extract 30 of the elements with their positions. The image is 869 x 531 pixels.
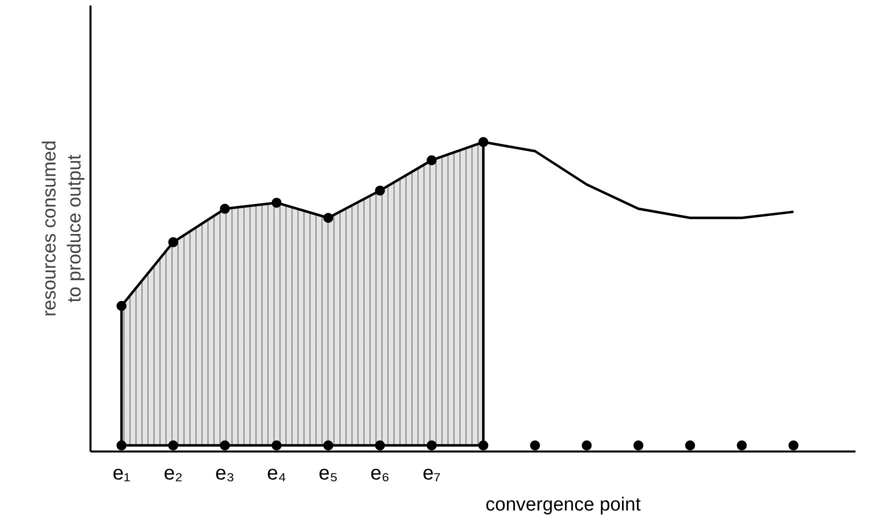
point: [374, 440, 385, 450]
point: [788, 440, 798, 450]
point: [426, 155, 437, 166]
x-tick-label: e₅: [318, 462, 338, 484]
point: [272, 440, 282, 450]
y-axis-title: resources consumed to produce output: [39, 140, 86, 317]
point: [323, 212, 334, 223]
x-tick-label: e₇: [422, 462, 441, 484]
point: [478, 440, 488, 450]
point: [426, 440, 437, 450]
x-tick-label: e₁: [112, 462, 131, 484]
point: [530, 440, 540, 450]
point: [116, 300, 127, 311]
text: convergence point: [486, 494, 642, 516]
x-tick-label: e₃: [215, 462, 235, 484]
x-tick-label: e₆: [370, 462, 390, 484]
x-tick-label: e₂: [164, 462, 183, 484]
point: [633, 440, 644, 450]
point: [323, 440, 334, 450]
point: [582, 440, 592, 450]
point: [116, 440, 127, 450]
point: [685, 440, 696, 450]
point: [736, 440, 747, 450]
point: [168, 440, 178, 450]
point: [168, 237, 178, 248]
x-tick-label: e₄: [266, 462, 286, 484]
point: [374, 186, 385, 196]
point: [220, 204, 230, 214]
point: [220, 440, 230, 450]
point: [272, 198, 282, 208]
